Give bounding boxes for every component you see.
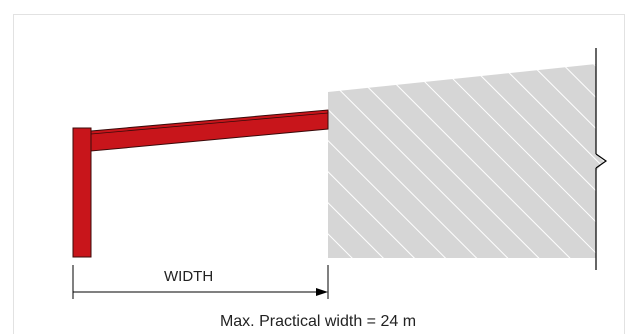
existing-wall: [328, 64, 604, 258]
diagram-frame: [13, 14, 625, 334]
beam-flange-line: [90, 112, 329, 135]
caption: Max. Practical width = 24 m: [220, 313, 416, 330]
wall-break-zigzag: [595, 153, 608, 169]
column: [72, 127, 92, 258]
dimension-arrowhead: [316, 288, 328, 296]
sloped-beam: [90, 109, 329, 152]
dimension-label: WIDTH: [164, 268, 213, 285]
